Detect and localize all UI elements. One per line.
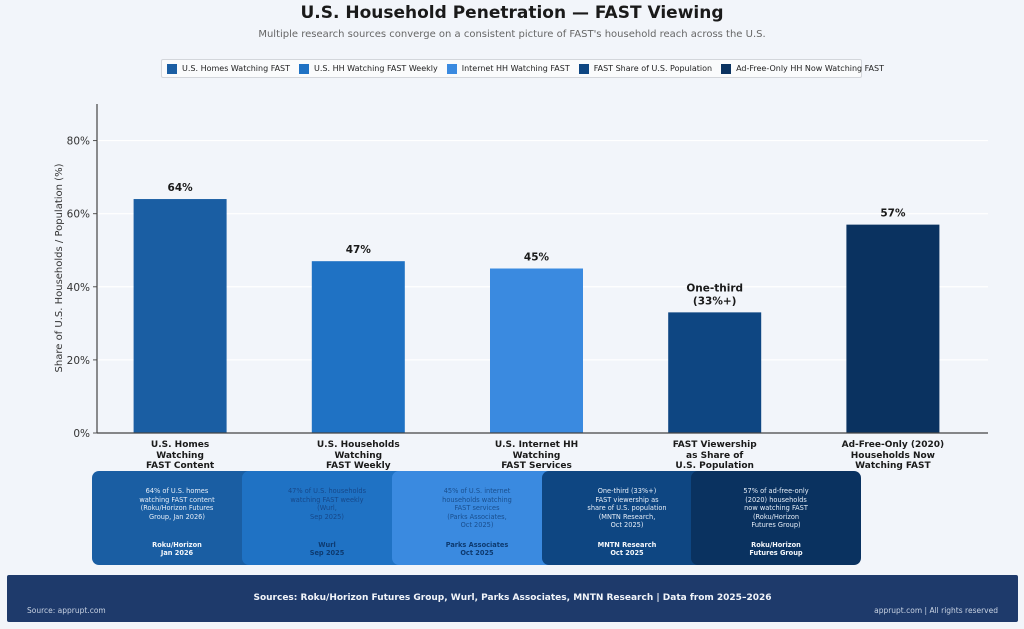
legend-swatch <box>578 63 589 74</box>
source-card: 47% of U.S. households watching FAST wee… <box>242 471 412 565</box>
x-tick-label: Ad-Free-Only (2020) Households Now Watchin… <box>841 440 945 471</box>
bar <box>490 268 583 433</box>
card-description: 57% of ad-free-only (2020) households no… <box>743 487 809 530</box>
y-axis-title: Share of U.S. Households / Population (%… <box>54 163 65 372</box>
legend-item: FAST Share of U.S. Population <box>578 63 713 74</box>
data-label: 45% <box>524 252 550 264</box>
source-card: 64% of U.S. homes watching FAST content … <box>92 471 262 565</box>
legend-item: U.S. Homes Watching FAST <box>167 63 291 74</box>
y-tick-label: 80% <box>67 136 90 148</box>
chart-subtitle: Multiple research sources converge on a … <box>258 29 766 40</box>
source-card: One-third (33%+) FAST viewership as shar… <box>542 471 712 565</box>
chart-title: U.S. Household Penetration — FAST Viewin… <box>300 3 724 23</box>
legend-label: U.S. HH Watching FAST Weekly <box>314 64 438 73</box>
bar-chart: 0% 20% 40% 60% 80% Share of U.S. Households /… <box>54 104 988 440</box>
card-description: 47% of U.S. households watching FAST wee… <box>287 487 367 521</box>
legend-item: Internet HH Watching FAST <box>446 63 570 74</box>
legend-label: Internet HH Watching FAST <box>461 64 570 73</box>
card-source: Parks Associates Oct 2025 <box>445 541 509 557</box>
y-tick-label: 0% <box>73 428 90 440</box>
y-tick-label: 60% <box>67 209 90 221</box>
data-label: 57% <box>880 208 906 220</box>
footer: Sources: Roku/Horizon Futures Group, Wur… <box>7 575 1018 622</box>
card-source: MNTN Research Oct 2025 <box>597 541 657 557</box>
source-card: 45% of U.S. internet households watching… <box>392 471 562 565</box>
footer-source-credit: Source: apprupt.com <box>27 606 106 615</box>
card-description: 45% of U.S. internet households watching… <box>442 487 512 530</box>
footer-rights: apprupt.com | All rights reserved <box>874 606 998 615</box>
legend-swatch <box>167 63 177 74</box>
bar <box>668 312 762 433</box>
legend-label: U.S. Homes Watching FAST <box>182 64 291 73</box>
source-card: 57% of ad-free-only (2020) households no… <box>691 471 861 565</box>
data-label: One-third (33%+) <box>686 282 743 307</box>
x-tick-label: U.S. Homes Watching FAST Content <box>146 440 215 471</box>
card-description: 64% of U.S. homes watching FAST content … <box>139 487 215 521</box>
legend-label: Ad-Free-Only HH Now Watching FAST <box>736 64 884 73</box>
y-tick-label: 20% <box>67 355 90 367</box>
card-source: Roku/Horizon Futures Group <box>749 541 803 557</box>
legend-item: U.S. HH Watching FAST Weekly <box>299 63 438 74</box>
x-tick-label: U.S. Internet HH Watching FAST Services <box>494 440 579 471</box>
card-source: Roku/Horizon Jan 2026 <box>152 541 202 557</box>
legend-swatch <box>299 63 310 74</box>
card-source: Wurl Sep 2025 <box>309 541 345 557</box>
data-label: 47% <box>346 244 372 256</box>
card-description: One-third (33%+) FAST viewership as shar… <box>587 487 667 530</box>
x-tick-label: U.S. Households Watching FAST Weekly <box>316 440 400 471</box>
legend-swatch <box>721 63 732 74</box>
bar <box>311 261 405 433</box>
bar <box>133 199 227 433</box>
legend: U.S. Homes Watching FAST U.S. HH Watching… <box>161 59 884 78</box>
y-tick-label: 40% <box>67 282 90 294</box>
x-tick-label: FAST Viewership as Share of U.S. Populatio… <box>672 440 757 471</box>
legend-item: Ad-Free-Only HH Now Watching FAST <box>721 63 884 74</box>
footer-sources: Sources: Roku/Horizon Futures Group, Wur… <box>253 593 772 603</box>
legend-label: FAST Share of U.S. Population <box>593 64 713 73</box>
bar <box>846 224 940 433</box>
legend-swatch <box>446 63 457 74</box>
data-label: 64% <box>168 182 194 194</box>
